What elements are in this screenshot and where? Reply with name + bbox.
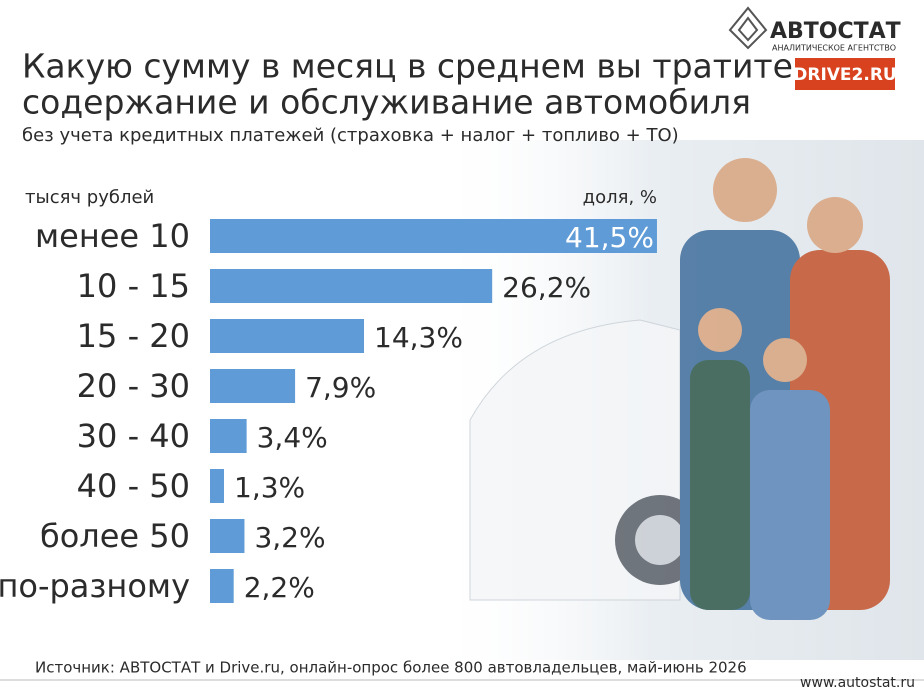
bar (210, 569, 234, 603)
partner-name: DRIVE2.RU (793, 65, 896, 85)
source: Источник: АВТОСТАТ и Drive.ru, онлайн-оп… (35, 659, 747, 677)
category-label: 20 - 30 (77, 367, 190, 405)
value-label: 14,3% (374, 321, 463, 354)
website: www.autostat.ru (800, 675, 915, 691)
value-label: 26,2% (502, 271, 591, 304)
value-label: 41,5% (565, 221, 654, 254)
category-label: 15 - 20 (77, 317, 190, 355)
category-label: более 50 (40, 517, 190, 555)
bar (210, 519, 245, 553)
category-label: 10 - 15 (77, 267, 190, 305)
logo: АВТОСТАТ АНАЛИТИЧЕСКОЕ АГЕНТСТВО (728, 6, 901, 53)
value-label: 2,2% (244, 571, 315, 604)
bar (210, 419, 247, 453)
value-label: 7,9% (305, 371, 376, 404)
category-label: 30 - 40 (77, 417, 190, 455)
value-header: доля, % (583, 187, 657, 208)
bar (210, 369, 296, 403)
category-header: тысяч рублей (25, 187, 154, 208)
bar (210, 469, 225, 503)
logo-tagline: АНАЛИТИЧЕСКОЕ АГЕНТСТВО (772, 44, 896, 53)
chart-title: Какую сумму в месяц в среднем вы тратите… (22, 47, 845, 86)
logo-icon (728, 6, 768, 50)
illustration (469, 158, 890, 620)
chart-subtitle: без учета кредитных платежей (страховка … (22, 125, 679, 146)
bar (210, 319, 365, 353)
value-label: 1,3% (234, 471, 305, 504)
category-label: 40 - 50 (77, 467, 190, 505)
value-label: 3,4% (257, 421, 328, 454)
category-label: по-разному (0, 567, 190, 605)
bar (210, 269, 493, 303)
value-label: 3,2% (254, 521, 325, 554)
bar (210, 219, 657, 253)
partner-badge (795, 58, 895, 90)
logo-name: АВТОСТАТ (770, 19, 901, 44)
category-label: менее 10 (35, 217, 190, 255)
chart-title: содержание и обслуживание автомобиля (22, 83, 751, 122)
